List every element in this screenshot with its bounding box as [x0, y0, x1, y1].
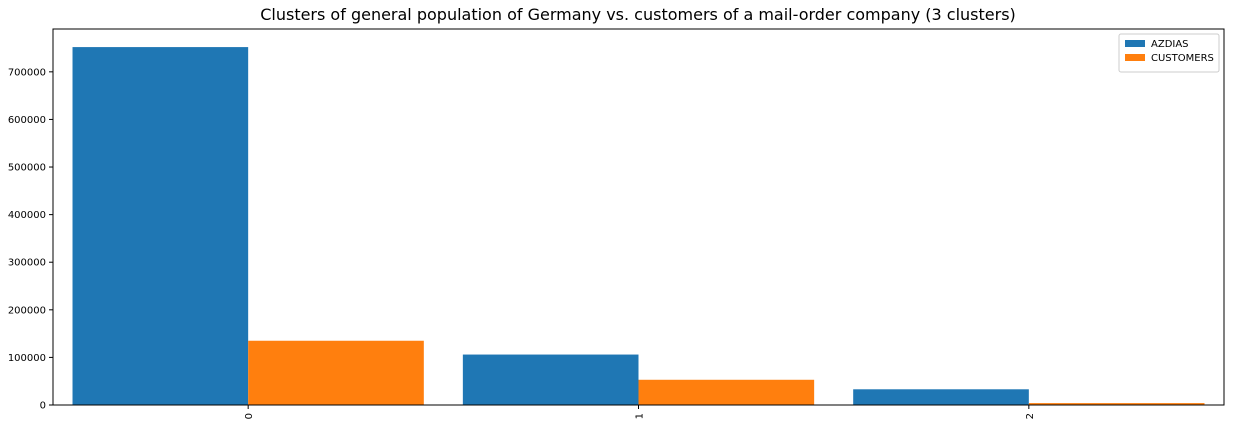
bar-azdias-1: [462, 354, 639, 405]
legend-swatch-customers: [1125, 54, 1145, 61]
legend-swatch-azdias: [1125, 40, 1145, 47]
y-tick-label: 600000: [8, 115, 46, 126]
x-tick-label: 1: [635, 413, 646, 419]
y-tick-label: 400000: [8, 210, 46, 221]
y-tick-label: 200000: [8, 305, 46, 316]
bar-customers-2: [1028, 403, 1205, 405]
legend-label-customers: CUSTOMERS: [1151, 53, 1214, 64]
legend-label-azdias: AZDIAS: [1151, 39, 1189, 50]
bar-customers-0: [248, 340, 424, 405]
y-tick-label: 500000: [8, 163, 46, 174]
x-tick-label: 0: [244, 413, 255, 419]
x-tick-label: 2: [1025, 413, 1036, 419]
y-axis: 0 100000 200000 300000 400000 500000 600000 700…: [8, 67, 53, 412]
chart-title: Clusters of general population of German…: [260, 5, 1016, 24]
bar-azdias-2: [853, 389, 1029, 405]
legend: AZDIAS CUSTOMERS: [1118, 33, 1220, 73]
y-tick-label: 700000: [8, 67, 46, 78]
bars-group: [72, 47, 1205, 406]
y-tick-label: 0: [40, 401, 46, 412]
x-axis: 0 1 2: [244, 405, 1036, 419]
bar-azdias-0: [72, 47, 249, 406]
y-tick-label: 300000: [8, 258, 46, 269]
bar-customers-1: [638, 379, 815, 405]
plot-frame: [52, 28, 1225, 406]
y-tick-label: 100000: [8, 353, 46, 364]
